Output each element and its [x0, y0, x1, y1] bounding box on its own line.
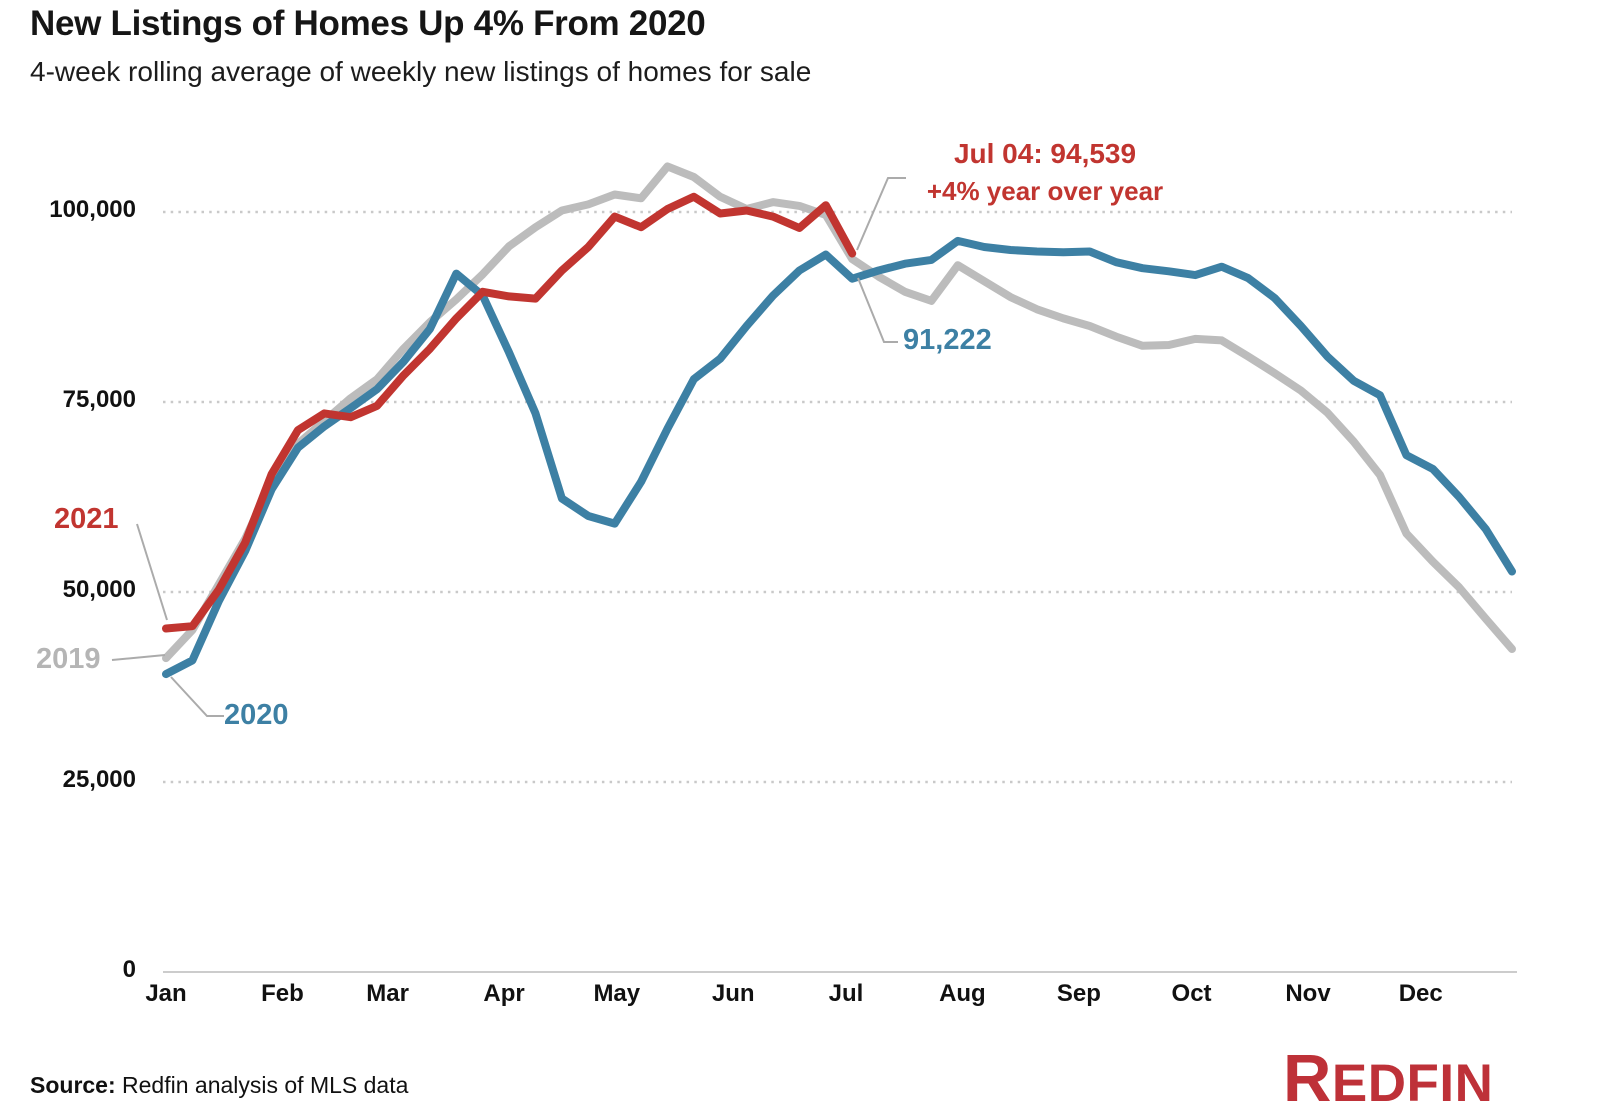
x-tick-May: May — [593, 980, 641, 1007]
x-tick-Jun: Jun — [711, 980, 755, 1007]
redfin-logo-initial: R — [1283, 1041, 1332, 1116]
x-tick-Oct: Oct — [1171, 980, 1212, 1007]
source-text: Redfin analysis of MLS data — [115, 1072, 409, 1098]
y-tick-25,000: 25,000 — [62, 766, 136, 793]
x-tick-Aug: Aug — [939, 980, 986, 1007]
x-tick-Nov: Nov — [1285, 980, 1331, 1007]
y-tick-50,000: 50,000 — [62, 576, 136, 603]
callout-label-2021 — [136, 523, 168, 621]
annotation-blue-value: 91,222 — [903, 324, 992, 356]
series-lines — [162, 162, 1516, 679]
annotation-peak-date-value: Jul 04: 94,539 — [953, 138, 1137, 169]
redfin-logo: REDFIN — [1283, 1040, 1493, 1117]
x-tick-Feb: Feb — [261, 980, 304, 1007]
chart-title: New Listings of Homes Up 4% From 2020 — [30, 4, 706, 43]
source-label: Source: — [30, 1072, 116, 1098]
line-2021 — [162, 192, 857, 633]
line-label-2021: 2021 — [54, 503, 119, 535]
callout-label-2020 — [170, 676, 224, 717]
chart-subtitle: 4-week rolling average of weekly new lis… — [30, 56, 812, 87]
x-tick-Jul: Jul — [828, 980, 864, 1007]
y-tick-100,000: 100,000 — [49, 196, 136, 223]
callout-blue-value — [857, 277, 898, 343]
line-2020 — [162, 236, 1516, 679]
callout-label-2019 — [111, 654, 166, 661]
y-tick-75,000: 75,000 — [62, 386, 136, 413]
x-tick-Sep: Sep — [1056, 980, 1101, 1007]
x-tick-Jan: Jan — [145, 980, 187, 1007]
callout-peak-annotation — [856, 177, 906, 251]
x-tick-Apr: Apr — [483, 980, 525, 1007]
line-label-2019: 2019 — [36, 643, 101, 675]
y-tick-0: 0 — [122, 956, 136, 983]
line-label-2020: 2020 — [224, 699, 289, 731]
x-tick-Mar: Mar — [366, 980, 409, 1007]
source-note: Source: Redfin analysis of MLS data — [30, 1072, 408, 1099]
gridlines — [163, 210, 1517, 973]
x-tick-Dec: Dec — [1398, 980, 1443, 1007]
redfin-logo-rest: EDFIN — [1331, 1054, 1494, 1113]
annotation-peak-yoy: +4% year over year — [926, 176, 1164, 206]
